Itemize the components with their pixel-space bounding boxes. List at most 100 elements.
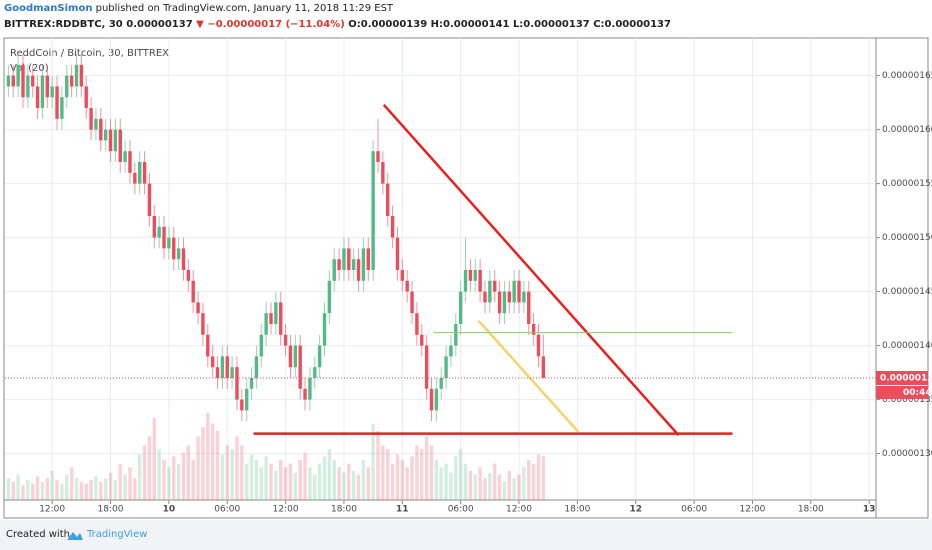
candle-body [313,367,317,378]
candle-body [381,162,385,184]
volume-bar [167,467,171,500]
volume-bar [458,449,463,500]
volume-bar [215,430,220,500]
candle-body [541,356,546,378]
volume-bar [89,480,93,500]
candle-body [45,75,50,98]
volume-bar [40,481,45,500]
candle-body [269,313,273,324]
ohlc: O:0.00000139 [348,19,428,30]
volume-bar [327,449,332,500]
volume-bar [206,412,210,500]
candle-body [6,75,11,87]
x-tick-label: 10 [163,505,176,515]
candle-body [468,270,473,281]
volume-bar [429,445,434,500]
volume-bar [254,460,259,500]
candle-body [298,345,302,389]
candle-body [138,162,142,184]
volume-bar [410,456,414,500]
trendline [382,103,680,437]
volume-bar [133,478,137,500]
volume-bar [99,481,103,500]
volume-bar [381,445,385,500]
candle-body [527,291,531,324]
candle-body [69,75,74,87]
candle-body [60,97,64,119]
volume-bar [21,485,25,500]
logo [67,532,83,540]
volume-bar [473,474,477,500]
last-price-label: 0.00000137 [880,373,932,383]
volume-bar [488,472,492,500]
candle-body [240,399,244,411]
candle-body [444,356,448,378]
volume-bar [400,460,405,500]
volume-bar [123,474,127,500]
candle-body [283,334,288,346]
volume-bar [536,454,541,500]
candle-body [502,291,507,314]
countdown: 00:44 [903,388,932,398]
candle-body [84,86,88,109]
candle-body [366,248,370,270]
y-tick-label: 0.00000130 [882,449,932,459]
candle-body [206,334,210,357]
volume-bar [196,436,200,500]
header-line: BITTREX:RDDBTC, 30 0.00000137 ▼ −0.00000… [4,19,671,30]
candle-body [108,129,113,152]
candle-body [386,183,390,217]
volume-bar [493,463,497,500]
brand[interactable]: TradingView [87,529,148,540]
volume-bar [478,467,482,500]
y-tick-label: 0.00000145 [882,287,932,297]
volume-bar [26,480,30,500]
volume-bar [176,463,181,500]
candle-body [142,162,147,184]
candle-body [99,118,103,141]
volume-bar [259,467,263,500]
countdown-box [876,385,928,399]
candle-body [405,280,409,292]
candle-body [210,356,215,368]
candle-body [40,75,45,109]
candle-body [50,86,54,98]
x-tick-label: 18:00 [98,505,124,515]
chart: ReddCoin / Bitcoin, 30, BITTREX Vol (20)… [3,37,932,519]
volume-bar [79,481,84,500]
volume-bar [313,474,317,500]
volume-bar [371,423,375,500]
candle-body [400,270,405,281]
candle-body [157,226,161,238]
volume-bar [31,483,35,500]
volume-bar [201,427,205,500]
y-tick-label: 0.00000155 [882,179,932,189]
x-tick-label: 06:00 [214,505,240,515]
candle-body [376,151,380,163]
volume-bar [497,474,502,500]
candle-body [390,216,395,238]
candle-body [517,280,521,303]
candle-body [225,356,229,378]
volume-bar [463,463,468,500]
volume-bar [317,463,322,500]
volume-bar [128,467,132,500]
volume-bar [527,460,531,500]
candle-body [26,75,30,98]
volume-bar [434,460,439,500]
candle-body [147,183,152,217]
candle-body [356,259,361,281]
volume-label: Vol (20) [10,63,49,74]
y-tick-label: 0.00000160 [882,125,932,135]
volume-bar [390,463,395,500]
candle-body [55,86,59,119]
volume-bar [69,467,74,500]
candle-body [113,129,118,152]
candle-body [264,313,268,335]
volume-bar [181,452,186,500]
x-tick-label: 06:00 [681,505,707,515]
user[interactable]: GoodmanSimon [4,3,93,14]
candle-body [220,356,225,378]
x-tick-label: 12:00 [506,505,532,515]
chart-title: ReddCoin / Bitcoin, 30, BITTREX [10,48,169,59]
